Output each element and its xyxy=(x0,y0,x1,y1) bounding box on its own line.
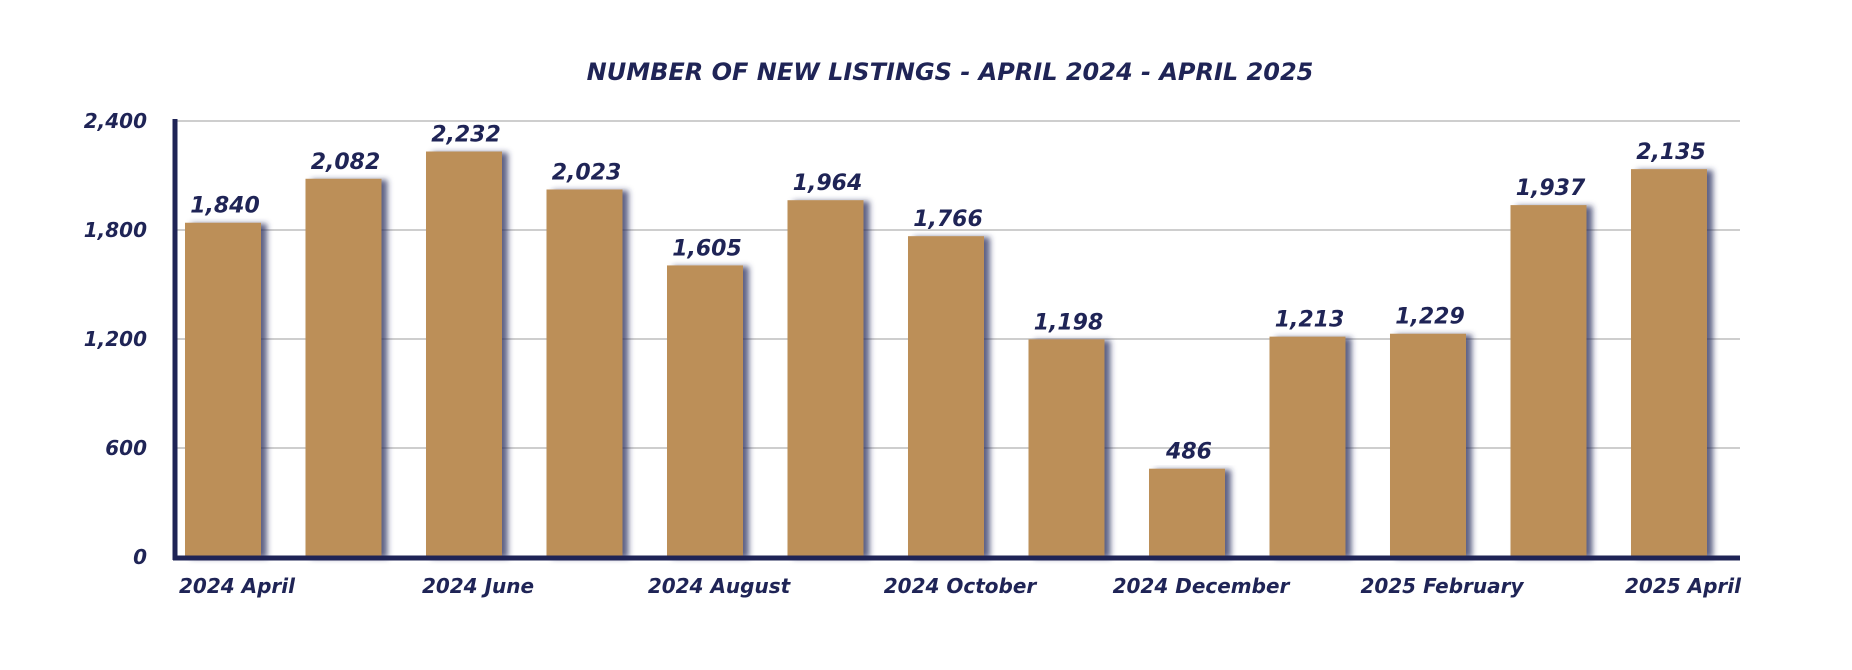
x-tick-label: 2024 December xyxy=(1113,574,1291,598)
x-tick-label: 2024 October xyxy=(884,574,1038,598)
data-label: 1,766 xyxy=(913,207,983,232)
bar xyxy=(1149,468,1225,557)
y-tick-label: 1,800 xyxy=(84,218,147,242)
bar xyxy=(1390,333,1466,557)
data-label: 1,964 xyxy=(793,171,863,196)
data-labels: 1,840 2,082 2,232 2,023 1,605 1,964 1,766 1,198… xyxy=(190,123,1706,465)
chart-title: NUMBER OF NEW LISTINGS - APRIL 2024 - AP… xyxy=(587,58,1314,86)
data-label: 1,605 xyxy=(672,236,742,261)
data-label: 2,082 xyxy=(311,150,381,175)
data-label: 486 xyxy=(1165,440,1212,465)
axes xyxy=(172,119,1740,561)
data-label: 2,232 xyxy=(431,123,501,148)
y-tick-label: 600 xyxy=(105,436,147,460)
bar xyxy=(185,222,261,557)
x-tick-label: 2024 April xyxy=(179,574,296,598)
bar xyxy=(1631,169,1707,557)
data-label: 2,135 xyxy=(1636,140,1706,165)
y-tick-label: 2,400 xyxy=(84,109,147,133)
x-tick-label: 2024 August xyxy=(648,574,792,598)
bar xyxy=(546,189,623,557)
data-label: 1,229 xyxy=(1395,305,1465,330)
bar xyxy=(426,151,502,557)
bar xyxy=(1028,339,1105,557)
y-tick-label: 0 xyxy=(133,545,147,569)
bar xyxy=(1269,336,1346,557)
bars xyxy=(185,151,1707,557)
x-axis-tick-labels: 2024 April 2024 June 2024 August 2024 Octob… xyxy=(179,574,1742,598)
x-tick-label: 2025 April xyxy=(1625,574,1742,598)
bar xyxy=(667,265,743,557)
bar xyxy=(1510,205,1587,557)
bar xyxy=(787,200,864,557)
data-label: 2,023 xyxy=(552,160,622,185)
bar xyxy=(305,178,382,557)
y-tick-label: 1,200 xyxy=(84,327,147,351)
data-label: 1,840 xyxy=(190,194,260,219)
bar xyxy=(908,236,984,557)
data-label: 1,937 xyxy=(1516,176,1586,201)
x-tick-label: 2025 February xyxy=(1360,574,1524,598)
y-axis-tick-labels: 0 600 1,200 1,800 2,400 xyxy=(84,109,147,569)
x-tick-label: 2024 June xyxy=(422,574,534,598)
data-label: 1,198 xyxy=(1034,310,1104,335)
data-label: 1,213 xyxy=(1275,308,1345,333)
